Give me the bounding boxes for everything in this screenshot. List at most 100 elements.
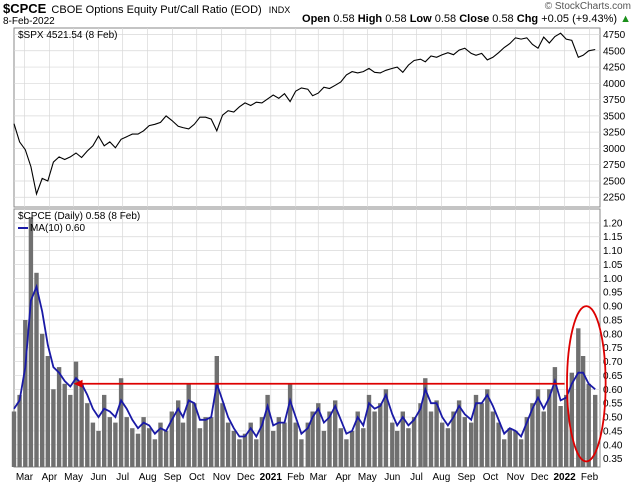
spx-y-tick-label: 3000: [603, 144, 626, 155]
close-label: Close: [459, 13, 490, 25]
x-tick-label: Jun: [384, 472, 400, 483]
spx-y-tick-label: 4500: [603, 46, 626, 57]
ma-legend: MA(10) 0.60: [30, 223, 85, 234]
cpce-bar: [158, 422, 163, 467]
cpce-y-tick-label: 0.65: [603, 371, 623, 382]
cpce-y-tick-label: 0.40: [603, 440, 623, 451]
cpce-bar: [372, 411, 377, 467]
cpce-bar: [248, 422, 253, 467]
cpce-bar: [203, 417, 208, 467]
cpce-bar: [45, 356, 50, 467]
cpce-y-tick-label: 0.70: [603, 357, 623, 368]
cpce-bar: [418, 403, 423, 467]
cpce-bar: [85, 403, 90, 467]
x-tick-label: Dec: [237, 472, 255, 483]
cpce-bar: [316, 403, 321, 467]
cpce-bar: [333, 400, 338, 467]
chg-value: +0.05 (+9.43%): [541, 13, 618, 25]
high-label: High: [357, 13, 383, 25]
cpce-y-tick-label: 0.55: [603, 399, 623, 410]
cpce-bar: [192, 403, 197, 467]
open-label: Open: [302, 13, 331, 25]
cpce-bar: [231, 430, 236, 467]
x-tick-label: May: [358, 472, 377, 483]
x-tick-label: Apr: [42, 472, 58, 483]
cpce-bar: [152, 439, 158, 467]
cpce-y-tick-label: 0.80: [603, 329, 623, 340]
cpce-bar: [552, 367, 558, 467]
cpce-bar: [451, 411, 456, 467]
cpce-bar: [11, 411, 17, 467]
cpce-y-tick-label: 1.05: [603, 260, 623, 271]
cpce-bar: [113, 422, 118, 467]
cpce-bar: [479, 403, 484, 467]
cpce-bar: [349, 430, 355, 467]
spx-panel: 2250 2500 2750 3000 3250 3500 3750 4000 4250 4500…: [13, 27, 626, 208]
cpce-bar: [124, 417, 129, 467]
cpce-bar: [593, 394, 598, 467]
cpce-bar: [344, 439, 349, 467]
cpce-bar: [406, 428, 411, 467]
cpce-y-tick-label: 1.15: [603, 232, 623, 243]
cpce-bar: [237, 439, 242, 467]
cpce-bar: [17, 394, 22, 467]
cpce-y-tick-label: 0.90: [603, 302, 623, 313]
cpce-bar: [361, 428, 366, 467]
cpce-bar: [135, 433, 141, 467]
cpce-bar: [299, 439, 304, 467]
x-tick-label: Jun: [90, 472, 106, 483]
cpce-y-tick-label: 1.00: [603, 274, 623, 285]
chart-date: 8-Feb-2022: [3, 16, 55, 27]
cpce-bar: [40, 333, 45, 467]
x-tick-label: Sep: [457, 472, 475, 483]
spx-y-tick-label: 2750: [603, 160, 626, 171]
cpce-bar: [282, 422, 287, 467]
x-tick-label: Aug: [433, 472, 451, 483]
cpce-bar: [513, 430, 518, 467]
cpce-y-tick-label: 0.50: [603, 413, 623, 424]
cpce-bar: [271, 430, 276, 467]
cpce-bar: [310, 411, 315, 467]
cpce-bar: [496, 422, 501, 467]
x-tick-label: Jul: [410, 472, 423, 483]
cpce-bar: [214, 356, 219, 467]
cpce-bar: [327, 411, 332, 467]
cpce-bar: [118, 378, 124, 467]
cpce-bar: [102, 394, 107, 467]
cpce-bar: [163, 430, 169, 467]
cpce-bar: [469, 422, 474, 467]
cpce-bar: [130, 428, 135, 467]
cpce-panel: 0.35 0.40 0.45 0.50 0.55 0.60 0.65 0.70 0.75 0.80…: [11, 208, 623, 483]
spx-legend: $SPX 4521.54 (8 Feb): [18, 30, 118, 41]
cpce-bar: [485, 389, 490, 467]
ellipse-annotation: [566, 305, 607, 463]
cpce-bar: [220, 403, 225, 467]
x-tick-label: Jul: [116, 472, 129, 483]
cpce-bar: [378, 403, 383, 467]
cpce-y-tick-label: 0.60: [603, 385, 623, 396]
spx-y-tick-label: 3500: [603, 111, 626, 122]
cpce-y-tick-label: 0.75: [603, 343, 623, 354]
up-arrow-icon: ▲: [620, 13, 631, 25]
cpce-bar: [580, 356, 586, 467]
x-tick-label: Mar: [310, 472, 328, 483]
cpce-bar: [338, 428, 343, 467]
cpce-bar: [462, 417, 467, 467]
arrow-annotation-head: [73, 379, 83, 388]
x-tick-label: Mar: [16, 472, 34, 483]
cpce-bar: [366, 394, 372, 467]
cpce-bar: [197, 428, 203, 467]
cpce-bar: [502, 439, 507, 467]
spx-y-tick-label: 4000: [603, 79, 626, 90]
spx-plot-frame: [13, 27, 601, 208]
cpce-bar: [518, 439, 524, 467]
cpce-bar: [569, 372, 574, 467]
cpce-bar: [423, 378, 428, 467]
spx-y-tick-label: 4750: [603, 30, 626, 41]
cpce-y-tick-label: 0.45: [603, 426, 623, 437]
x-tick-label: 2022: [553, 472, 576, 483]
symbol-label: $CPCE: [3, 1, 47, 16]
cpce-bar: [186, 383, 191, 467]
cpce-bar: [530, 403, 535, 467]
cpce-bar: [51, 389, 56, 467]
